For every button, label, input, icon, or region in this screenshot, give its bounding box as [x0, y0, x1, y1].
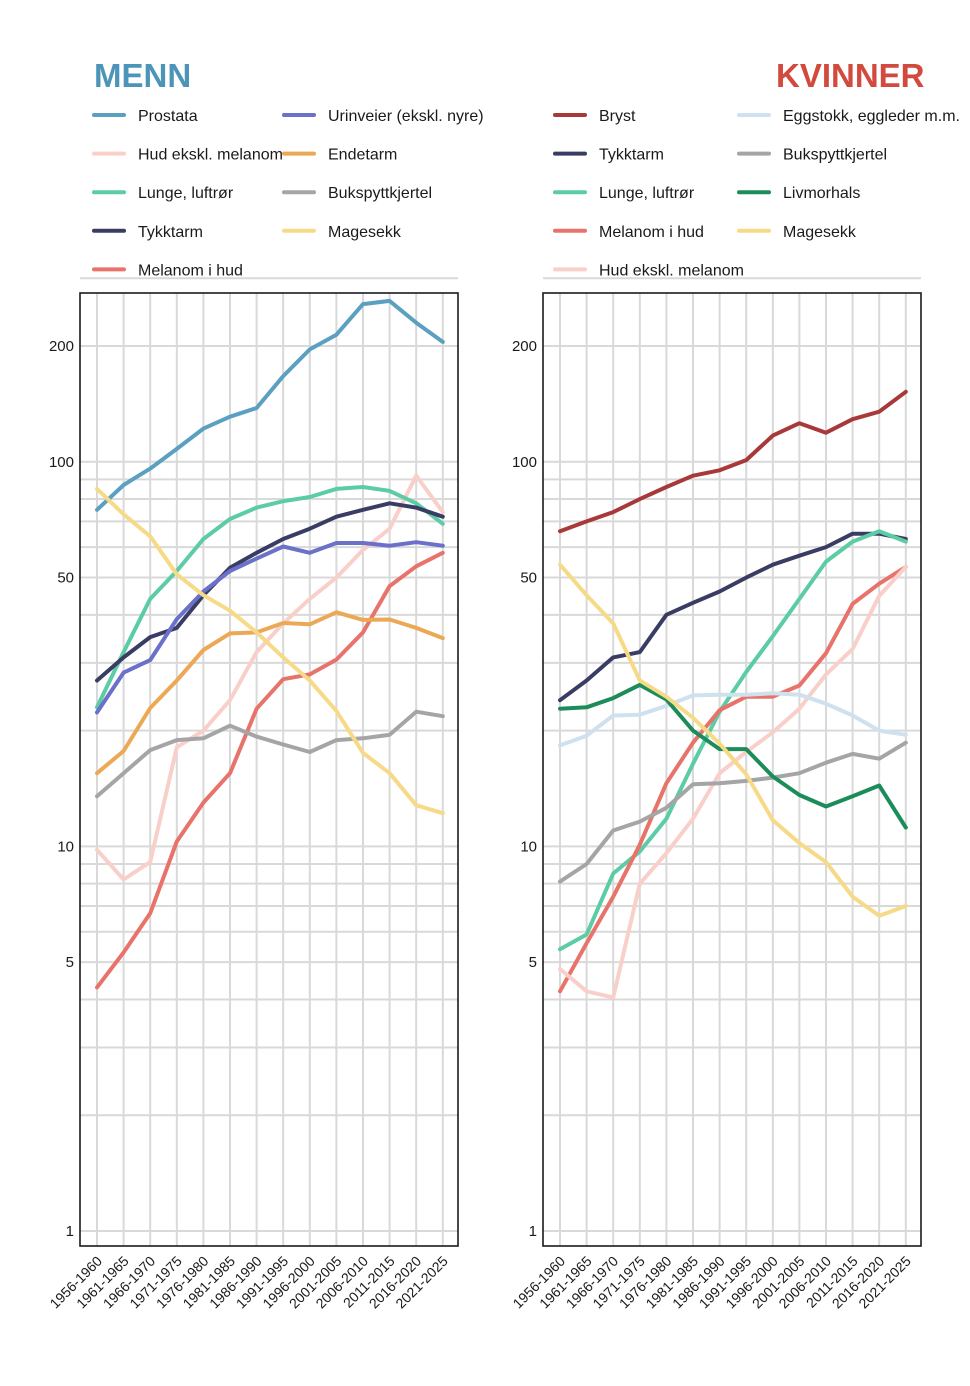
y-tick-label-kvinner: 10	[520, 838, 537, 855]
y-axis-menn: 1 5 10 50 100 200	[49, 338, 74, 1240]
y-axis-kvinner: 1 5 10 50 100 200	[512, 338, 537, 1240]
legend-label: Bryst	[599, 108, 636, 125]
legend-label: Livmorhals	[783, 185, 860, 202]
y-tick-label-menn: 50	[57, 570, 74, 587]
legend-label: Hud ekskl. melanom	[138, 147, 283, 164]
series-line-hud-ekskl-melanom-menn	[95, 473, 445, 882]
y-tick-label-menn: 100	[49, 454, 74, 471]
series-line-bukspyttkjertel-kvinner	[558, 740, 908, 884]
series-line-bukspyttkjertel-menn	[95, 709, 445, 799]
panel-title-kvinner: KVINNER	[776, 57, 925, 94]
y-tick-label-menn: 10	[57, 838, 74, 855]
legend-label: Magesekk	[783, 224, 857, 241]
series-line-melanom-i-hud-menn	[95, 550, 445, 990]
y-tick-label-kvinner: 50	[520, 570, 537, 587]
legend-item-melanom-i-hud: Melanom i hud	[553, 224, 704, 241]
legend-item-eggstokk-eggleder-m-m: Eggstokk, eggleder m.m.	[737, 108, 960, 125]
series-line-livmorhals-kvinner	[558, 682, 908, 830]
series-line-magesekk-menn	[95, 486, 445, 816]
legend-item-prostata: Prostata	[92, 108, 198, 125]
legend-label: Magesekk	[328, 224, 402, 241]
legend-item-urinveier-ekskl-nyre: Urinveier (ekskl. nyre)	[282, 108, 484, 125]
series-line-tykktarm-kvinner	[558, 531, 908, 703]
legend-item-lunge-luftror: Lunge, luftrør	[553, 185, 695, 202]
legend-item-tykktarm: Tykktarm	[92, 224, 203, 241]
series-line-eggstokk-eggleder-m-m-kvinner	[558, 691, 908, 748]
legend-label: Hud ekskl. melanom	[599, 262, 744, 279]
legend-label: Bukspyttkjertel	[783, 147, 887, 164]
series-group-kvinner	[558, 389, 908, 1000]
y-tick-label-menn: 5	[66, 954, 74, 971]
grid-menn	[80, 277, 458, 1246]
series-line-prostata-menn	[95, 298, 445, 512]
series-line-endetarm-menn	[95, 610, 445, 776]
legend-item-lunge-luftror: Lunge, luftrør	[92, 185, 234, 202]
legend-label: Eggstokk, eggleder m.m.	[783, 108, 960, 125]
y-tick-label-kvinner: 100	[512, 454, 537, 471]
chart-panel-menn: MENN Prostata Hud ekskl. melanom Lunge, lu…	[46, 57, 483, 1311]
legend-item-magesekk: Magesekk	[737, 224, 857, 241]
plot-frame-menn	[79, 292, 459, 1247]
grid-kvinner	[543, 277, 921, 1246]
legend-label: Lunge, luftrør	[138, 185, 234, 202]
legend-label: Endetarm	[328, 147, 397, 164]
series-line-urinveier-ekskl-nyre-menn	[95, 540, 445, 715]
series-line-bryst-kvinner	[558, 389, 908, 534]
series-line-hud-ekskl-melanom-kvinner	[558, 564, 908, 1000]
series-group-menn	[95, 298, 445, 990]
legend-label: Urinveier (ekskl. nyre)	[328, 108, 484, 125]
legend-item-melanom-i-hud: Melanom i hud	[92, 262, 243, 279]
panel-title-menn: MENN	[94, 57, 191, 94]
series-line-melanom-i-hud-kvinner	[558, 564, 908, 994]
legend-menn: Prostata Hud ekskl. melanom Lunge, luftrør…	[92, 108, 484, 279]
legend-label: Tykktarm	[138, 224, 203, 241]
series-line-magesekk-kvinner	[558, 562, 908, 918]
series-line-tykktarm-menn	[95, 501, 445, 683]
legend-item-bukspyttkjertel: Bukspyttkjertel	[737, 147, 887, 164]
legend-label: Lunge, luftrør	[599, 185, 695, 202]
x-axis-kvinner: 1956-19601961-19651966-19701971-19751976…	[509, 1253, 914, 1312]
series-line-lunge-luftror-menn	[95, 485, 445, 710]
x-axis-menn: 1956-19601961-19651966-19701971-19751976…	[46, 1253, 451, 1312]
y-tick-label-menn: 1	[66, 1223, 74, 1240]
legend-item-bryst: Bryst	[553, 108, 636, 125]
legend-item-endetarm: Endetarm	[282, 147, 397, 164]
legend-label: Melanom i hud	[138, 262, 243, 279]
legend-label: Prostata	[138, 108, 198, 125]
y-tick-label-menn: 200	[49, 338, 74, 355]
legend-item-bukspyttkjertel: Bukspyttkjertel	[282, 185, 432, 202]
y-tick-label-kvinner: 200	[512, 338, 537, 355]
legend-item-tykktarm: Tykktarm	[553, 147, 664, 164]
legend-item-hud-ekskl-melanom: Hud ekskl. melanom	[92, 147, 283, 164]
series-line-lunge-luftror-kvinner	[558, 529, 908, 952]
legend-item-magesekk: Magesekk	[282, 224, 402, 241]
y-tick-label-kvinner: 5	[529, 954, 537, 971]
legend-kvinner: Bryst Tykktarm Lunge, luftrør Melanom i hud…	[553, 108, 960, 279]
legend-label: Tykktarm	[599, 147, 664, 164]
plot-frame-kvinner	[542, 292, 922, 1247]
legend-label: Melanom i hud	[599, 224, 704, 241]
chart-panel-kvinner: KVINNER Bryst Tykktarm Lunge, luftrør Melan…	[509, 57, 960, 1311]
legend-item-livmorhals: Livmorhals	[737, 185, 860, 202]
legend-item-hud-ekskl-melanom: Hud ekskl. melanom	[553, 262, 744, 279]
y-tick-label-kvinner: 1	[529, 1223, 537, 1240]
legend-label: Bukspyttkjertel	[328, 185, 432, 202]
